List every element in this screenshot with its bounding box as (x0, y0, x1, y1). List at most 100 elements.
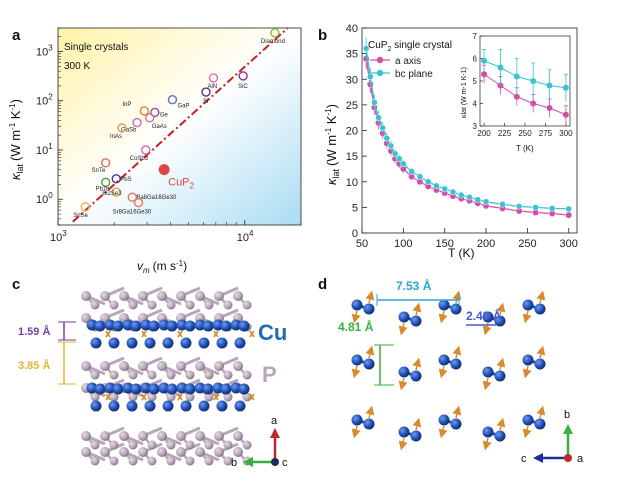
axis-c-b: b (231, 457, 237, 469)
x-tick-label: 100 (394, 238, 412, 250)
cu-atom (450, 358, 462, 370)
point-label-inp: InP (122, 102, 131, 108)
cu-atom (184, 320, 196, 332)
displacement-arrow (249, 393, 255, 401)
inset-point (530, 78, 537, 84)
ylabel-mid: K (8, 110, 23, 123)
y-tick-label: 10 (346, 177, 358, 189)
y-tick-base: 10 (36, 96, 48, 108)
cu-atom (198, 400, 210, 412)
cu-atom (363, 418, 375, 430)
cup2-main: CuP (168, 177, 189, 189)
displacement-arrow (177, 330, 183, 338)
p-atom (157, 291, 167, 301)
displacement-arrow (522, 425, 532, 439)
inset-point (481, 57, 488, 64)
cu-atom (212, 319, 224, 331)
panel-b-inset: 200 225 250 275 300 3 4 5 6 7 T (K) κlat (W m-1 K… (461, 32, 573, 153)
point-label-cup2: CuP2 (168, 177, 194, 191)
axis-triad-d: b c a (521, 409, 584, 465)
cu-atom (194, 319, 206, 331)
point-snte (100, 158, 111, 168)
p-atom (185, 440, 195, 450)
b-ylabel-mid: K (324, 115, 339, 128)
y-tick-label: 5 (352, 202, 358, 214)
cu-atom (494, 315, 506, 327)
cu-atom (230, 319, 242, 331)
y-tick-exp: 2 (48, 93, 53, 102)
p-atom (100, 361, 110, 371)
ylabel-exp1: -1 (8, 122, 17, 130)
p-atom (138, 431, 148, 441)
cu-atom (86, 382, 98, 394)
cu-atom (176, 319, 188, 331)
displacement-arrow (249, 330, 255, 338)
data-point (424, 178, 432, 185)
point-label-snse: SnSe (73, 213, 88, 219)
cu-atom (140, 319, 152, 331)
xlabel-var: v (137, 259, 144, 273)
dim-3-85: 3.85 Å (18, 341, 76, 385)
dim-1-59: 1.59 Å (18, 321, 76, 341)
data-point (387, 142, 395, 150)
p-atom (214, 431, 224, 441)
cu-atom (202, 320, 214, 332)
x-tick-label: 50 (356, 238, 368, 250)
p-atom (147, 370, 157, 380)
cu-atom (158, 382, 170, 394)
panel-d-letter: d (318, 276, 327, 293)
data-point (449, 188, 457, 196)
data-point (362, 45, 370, 52)
p-atom (176, 447, 186, 457)
point-label-diamond: Diamond (261, 39, 285, 45)
inset-point (513, 73, 520, 80)
xlabel-exp: -1 (176, 259, 184, 268)
b-ylabel-var: κ (324, 177, 339, 185)
cu-atom (180, 400, 192, 412)
p-atom (233, 431, 243, 441)
p-atom (214, 447, 224, 457)
y-tick-label: 15 (346, 151, 358, 163)
point-label-gap: GaP (177, 104, 189, 110)
cu-atom (351, 299, 363, 311)
axis-c-c: c (282, 457, 288, 469)
displacement-arrow (496, 357, 506, 371)
displacement-arrow (213, 393, 219, 401)
inset-ylabel: κlat (W m-1 K-1) (461, 67, 468, 118)
displacement-arrow (105, 393, 111, 401)
point-label-aln: AlN (207, 84, 217, 90)
displacement-arrow (412, 357, 422, 371)
p-atom (90, 440, 100, 450)
cu-atom (234, 337, 246, 349)
axis-d-b: b (564, 409, 570, 421)
p-atom (90, 300, 100, 310)
panel-a-xlabel: vm (m s-1) (137, 259, 187, 275)
x-tick-label: 250 (518, 238, 536, 250)
cu-atom (534, 418, 546, 430)
panel-a-letter: a (12, 27, 21, 44)
panel-b-xlabel: T (K) (448, 246, 474, 260)
displacement-arrow (412, 417, 422, 431)
p-atom (185, 456, 195, 466)
cu-atom (90, 337, 102, 349)
panel-b-legend: a axis bc plane (370, 56, 433, 80)
cu-atom (148, 320, 160, 332)
p-atom (128, 300, 138, 310)
inset-x-tick-label: 200 (477, 129, 491, 138)
inset-point (497, 64, 504, 71)
inset-y-tick-label: 6 (473, 55, 478, 64)
p-atom (214, 291, 224, 301)
cu-atom (216, 337, 228, 349)
inset-point (530, 100, 537, 107)
p-atom (166, 370, 176, 380)
inset-point (562, 111, 569, 118)
inset-point (481, 71, 488, 78)
y-tick-label: 35 (346, 49, 358, 61)
cu-atom (438, 414, 450, 426)
p-atom (223, 440, 233, 450)
cu-atom (180, 337, 192, 349)
displacement-arrow (398, 322, 408, 336)
point-snse (80, 202, 90, 212)
